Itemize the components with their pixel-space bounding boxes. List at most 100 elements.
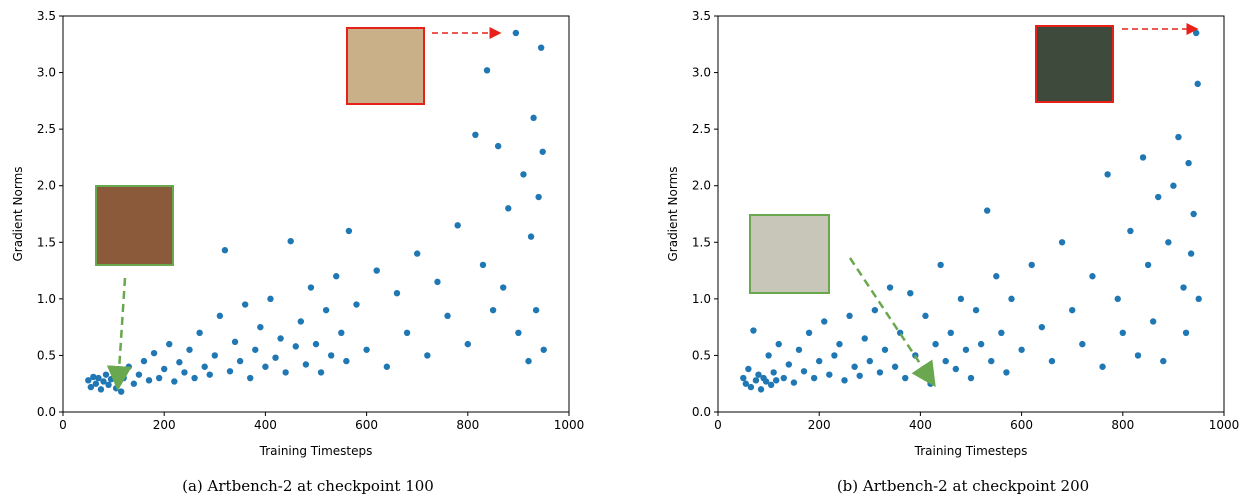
point <box>816 357 823 365</box>
point <box>479 261 487 269</box>
point <box>1155 193 1162 201</box>
point <box>1185 159 1192 167</box>
point <box>489 306 497 314</box>
point <box>272 354 279 361</box>
y-tick-label: 0.0 <box>37 405 56 419</box>
point <box>494 142 502 150</box>
point <box>540 346 547 353</box>
plot-frame <box>717 15 1225 413</box>
point <box>87 383 95 391</box>
y-tick-label: 2.5 <box>692 122 711 136</box>
point <box>176 359 183 366</box>
point <box>181 369 188 376</box>
y-tick-label: 3.0 <box>37 66 56 80</box>
point <box>1187 250 1195 257</box>
point <box>831 352 838 359</box>
thumbnail <box>749 214 830 294</box>
x-axis-label: Training Timesteps <box>914 444 1028 458</box>
point <box>983 207 991 214</box>
point <box>922 312 929 320</box>
point <box>161 365 168 373</box>
y-tick-label: 0.5 <box>692 348 711 362</box>
x-tick-label: 1000 <box>1209 418 1240 432</box>
thumbnail <box>1035 25 1114 103</box>
point <box>102 371 110 378</box>
point <box>532 306 540 314</box>
y-tick-label: 3.5 <box>692 9 711 23</box>
point <box>886 284 894 291</box>
arrow <box>106 277 132 391</box>
point <box>247 374 254 382</box>
point <box>902 374 909 382</box>
point <box>1104 171 1111 178</box>
point <box>312 340 320 348</box>
point <box>800 368 808 375</box>
point <box>464 340 471 348</box>
point <box>795 346 803 353</box>
point <box>327 352 335 359</box>
point <box>967 374 975 382</box>
point <box>226 368 234 375</box>
point <box>434 278 441 286</box>
x-tick-label: 0 <box>59 418 67 432</box>
point <box>120 374 127 382</box>
point <box>338 329 345 336</box>
point <box>444 312 451 320</box>
thumbnails <box>95 23 1199 391</box>
plot-frame <box>62 15 570 413</box>
caption: (a) Artbench-2 at checkpoint 100 <box>182 477 434 495</box>
y-tick-label: 2.5 <box>37 122 56 136</box>
x-tick-label: 800 <box>456 418 479 432</box>
point <box>1069 306 1076 314</box>
point <box>345 227 353 235</box>
point <box>747 383 755 391</box>
point <box>907 290 914 297</box>
point <box>1180 284 1187 291</box>
point <box>191 374 198 382</box>
point <box>155 374 163 382</box>
point <box>472 131 479 138</box>
point <box>765 352 772 359</box>
point <box>512 29 520 37</box>
point <box>92 380 100 387</box>
point <box>1114 295 1121 303</box>
point <box>267 295 274 303</box>
y-tick-label: 1.0 <box>692 292 711 306</box>
point <box>742 380 750 387</box>
point <box>262 363 269 370</box>
y-tick-label: 2.0 <box>692 179 711 193</box>
y-tick-label: 3.0 <box>692 66 711 80</box>
x-tick-label: 800 <box>1111 418 1134 432</box>
point <box>539 148 546 155</box>
point <box>861 335 868 342</box>
point <box>1165 239 1172 246</box>
point <box>140 357 148 365</box>
x-tick-label: 400 <box>254 418 277 432</box>
point <box>525 357 532 365</box>
point <box>257 323 264 331</box>
point <box>1144 261 1152 269</box>
point <box>105 381 112 389</box>
point <box>917 369 924 376</box>
point <box>135 371 143 378</box>
point <box>1079 340 1086 348</box>
point <box>241 301 249 308</box>
point <box>1038 323 1046 331</box>
point <box>826 371 833 378</box>
point <box>957 295 965 303</box>
point <box>302 361 310 368</box>
point <box>1175 133 1182 141</box>
point <box>454 222 461 229</box>
point <box>762 378 770 385</box>
point <box>891 363 899 370</box>
point <box>962 346 970 353</box>
point <box>1003 369 1010 376</box>
point <box>236 357 244 365</box>
point <box>841 377 848 384</box>
point <box>1139 154 1147 161</box>
point <box>972 306 980 314</box>
point <box>535 193 542 201</box>
y-axis-label: Gradient Norms <box>666 166 680 261</box>
point <box>383 363 391 370</box>
